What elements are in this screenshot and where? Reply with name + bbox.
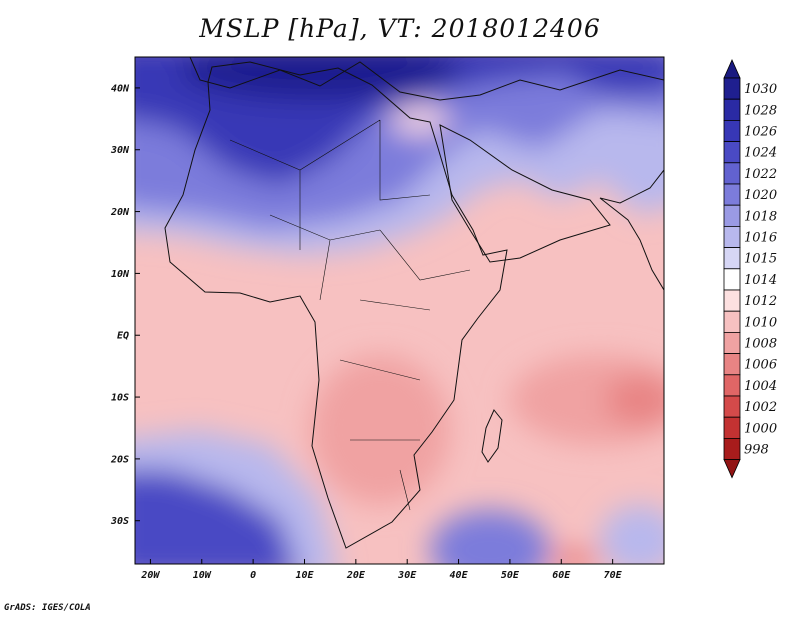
colorbar-swatch <box>723 353 741 376</box>
lon-tick-label: 60E <box>552 570 571 581</box>
colorbar-swatch <box>723 395 741 418</box>
lat-tick-label: 10S <box>111 393 129 404</box>
colorbar-label: 1010 <box>744 315 777 330</box>
field-high-southwest-core <box>135 470 295 564</box>
lon-tick-label: 20E <box>346 570 366 581</box>
colorbar-label: 1004 <box>744 379 777 394</box>
colorbar-label: 1030 <box>744 82 777 97</box>
colorbar-label: 1028 <box>744 103 777 118</box>
colorbar-swatch <box>723 310 741 333</box>
field-low-south <box>550 548 600 564</box>
colorbar-label: 1024 <box>744 146 777 161</box>
colorbar-label: 1026 <box>744 125 777 140</box>
colorbar-swatch <box>723 331 741 354</box>
credit-text: GrADS: IGES/COLA <box>4 603 91 613</box>
colorbar-label: 1015 <box>744 252 777 267</box>
colorbar-label: 1002 <box>744 400 777 415</box>
colorbar-swatch <box>723 416 741 439</box>
plot-frame <box>134 56 665 565</box>
field-low-indian-core <box>605 375 664 425</box>
colorbar-label: 1006 <box>744 358 777 373</box>
lon-tick-label: 10E <box>295 570 314 581</box>
colorbar-label: 1008 <box>744 337 777 352</box>
lat-tick-label: 20N <box>110 207 130 218</box>
europe-coastline <box>189 57 664 101</box>
lon-tick-label: 30E <box>397 570 417 581</box>
longitude-axis: 20W 10W 0 10E 20E 30E 40E 50E 60E 70E <box>140 559 623 581</box>
lat-tick-label: 20S <box>110 454 129 465</box>
colorbar-label: 1016 <box>744 231 777 246</box>
colorbar-swatch <box>723 183 741 206</box>
colorbar-label: 1020 <box>744 188 777 203</box>
field-high-south-east <box>600 505 664 564</box>
colorbar-label: 1018 <box>744 209 777 224</box>
colorbar: 1030 1028 1026 1024 1022 1020 1018 1016 1015 1014… <box>723 59 777 479</box>
lat-tick-label: 40N <box>111 83 130 94</box>
lon-tick-label: 0 <box>250 570 256 581</box>
colorbar-swatch <box>723 268 741 291</box>
africa-coastline <box>164 61 508 549</box>
colorbar-swatch <box>723 247 741 270</box>
lon-tick-label: 10W <box>193 570 212 581</box>
lat-tick-label: 30S <box>110 516 129 527</box>
colorbar-top-arrow <box>723 59 741 79</box>
arabia-coastline <box>439 124 611 263</box>
colorbar-bottom-arrow <box>723 459 741 479</box>
field-high-south-central <box>430 510 550 564</box>
lat-tick-label: EQ <box>117 331 129 342</box>
lon-tick-label: 70E <box>604 570 623 581</box>
lat-tick-label: 30N <box>110 145 130 156</box>
colorbar-swatch <box>723 141 741 164</box>
colorbar-swatch <box>723 162 741 185</box>
pressure-field <box>135 57 664 564</box>
coastlines <box>164 57 664 549</box>
colorbar-swatch <box>723 289 741 312</box>
lat-tick-label: 10N <box>111 269 130 280</box>
colorbar-label: 1022 <box>744 167 777 182</box>
colorbar-swatch <box>723 98 741 121</box>
field-low-central <box>310 355 450 505</box>
country-borders <box>229 119 471 511</box>
madagascar-coastline <box>481 409 503 463</box>
field-high-north-max <box>180 57 460 100</box>
colorbar-swatch <box>723 437 741 460</box>
latitude-axis: 40N 30N 20N 10N EQ 10S 20S 30S <box>110 83 140 527</box>
field-high-east <box>570 57 664 95</box>
colorbar-label: 1012 <box>744 294 777 309</box>
colorbar-swatch <box>723 77 741 100</box>
colorbar-label: 998 <box>744 443 769 458</box>
lon-tick-label: 50E <box>501 570 520 581</box>
colorbar-swatch <box>723 225 741 248</box>
lon-tick-label: 40E <box>450 570 469 581</box>
colorbar-swatch <box>723 204 741 227</box>
map-title: MSLP [hPa], VT: 2018012406 <box>199 14 601 43</box>
colorbar-swatch <box>723 374 741 397</box>
india-coastline <box>599 169 664 291</box>
lon-tick-label: 20W <box>140 570 160 581</box>
colorbar-label: 1014 <box>744 273 777 288</box>
colorbar-swatch <box>723 120 741 143</box>
colorbar-label: 1000 <box>744 421 777 436</box>
